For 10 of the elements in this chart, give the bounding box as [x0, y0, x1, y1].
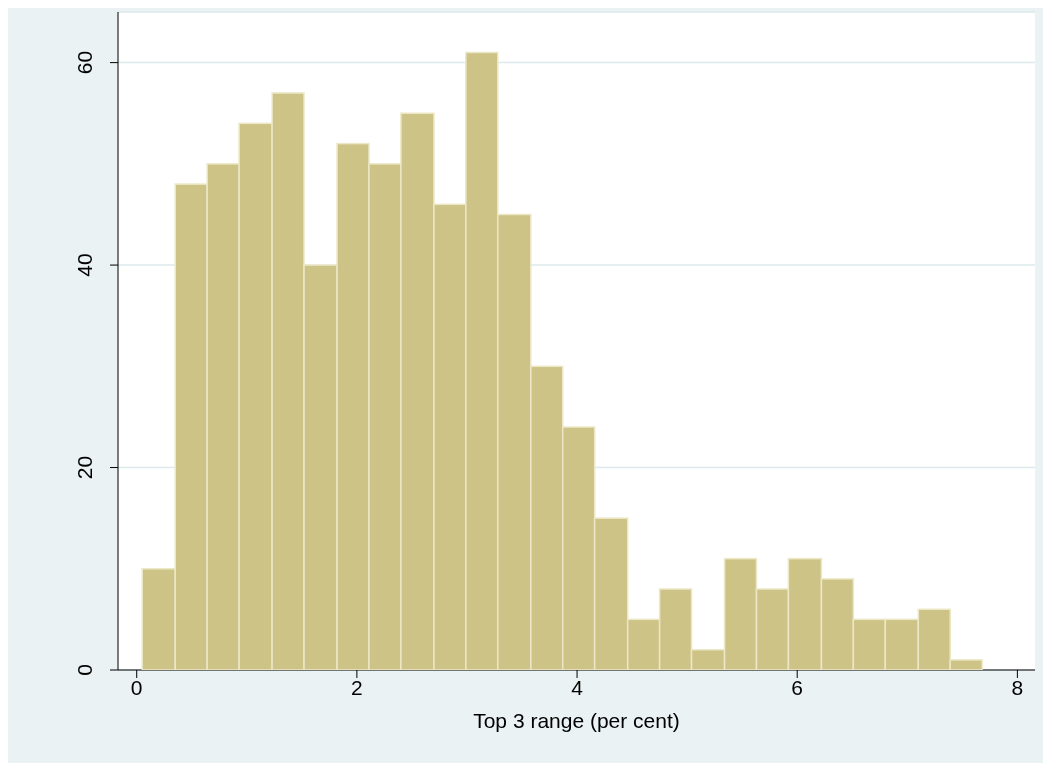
y-tick-label: 40 — [73, 253, 96, 277]
x-tick-label: 0 — [130, 675, 143, 699]
x-tick-label: 8 — [1011, 675, 1024, 699]
y-tick-label: 60 — [73, 50, 96, 75]
x-tick-label: 2 — [351, 675, 363, 699]
x-axis-title: Top 3 range (per cent) — [473, 709, 680, 732]
x-tick-label: 4 — [571, 675, 584, 699]
x-tick-label: 6 — [791, 675, 804, 699]
y-tick-label: 0 — [73, 664, 96, 676]
y-tick-label: 20 — [73, 455, 96, 480]
